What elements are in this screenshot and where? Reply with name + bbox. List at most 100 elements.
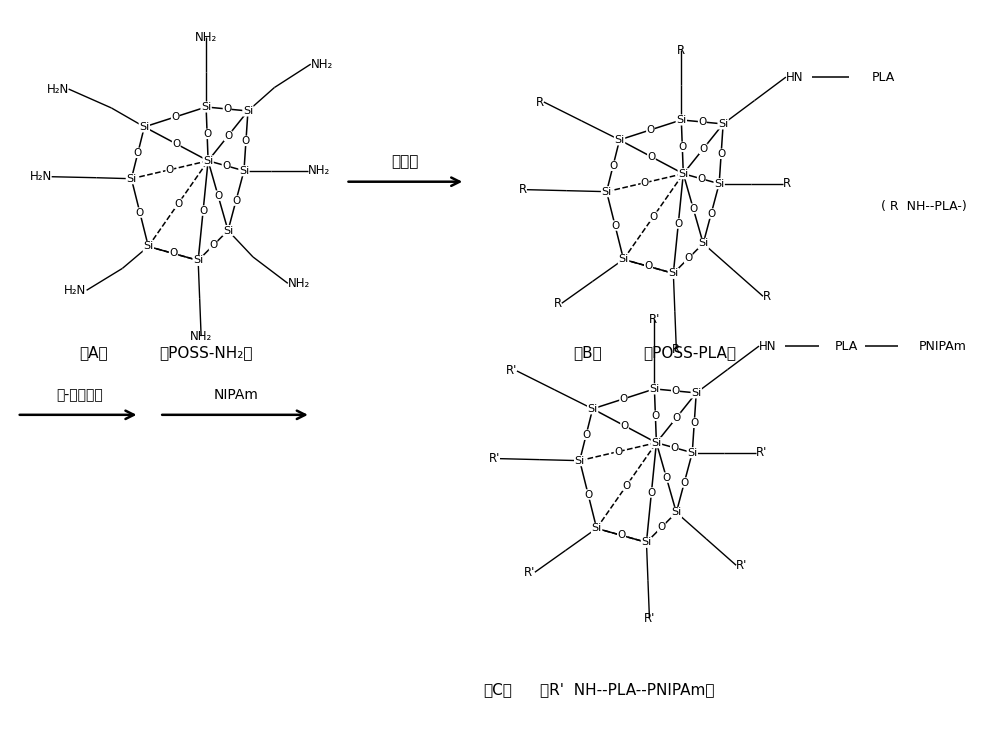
Text: O: O [647,487,656,498]
Text: O: O [169,248,177,259]
Text: O: O [699,144,707,154]
Text: O: O [171,112,179,122]
Text: Si: Si [126,174,137,184]
Text: O: O [169,248,177,259]
Text: O: O [166,165,174,174]
Text: R: R [783,177,791,190]
Text: O: O [707,209,715,218]
Text: Si: Si [668,268,678,279]
Text: R: R [554,297,562,310]
Text: O: O [172,139,180,149]
Text: O: O [644,262,653,271]
Text: Si: Si [203,156,213,166]
Text: （B）: （B） [573,345,602,361]
Text: O: O [134,148,142,158]
Text: Si: Si [698,238,708,248]
Text: Si: Si [691,388,701,398]
Text: （R'  NH--PLA--PNIPAm）: （R' NH--PLA--PNIPAm） [540,682,715,697]
Text: R: R [672,342,680,356]
Text: O: O [617,531,626,540]
Text: NH₂: NH₂ [311,58,333,70]
Text: R': R' [489,452,500,465]
Text: R': R' [756,446,767,459]
Text: H₂N: H₂N [46,83,69,95]
Text: R: R [536,95,544,108]
Text: PLA: PLA [835,339,858,353]
Text: PLA: PLA [872,70,895,84]
Text: Si: Si [614,135,625,145]
Text: O: O [222,161,230,171]
Text: O: O [136,207,144,218]
Text: HN: HN [759,339,777,353]
Text: O: O [670,443,678,453]
Text: O: O [617,531,626,540]
Text: （C）: （C） [484,682,512,697]
Text: HN: HN [786,70,803,84]
Text: R': R' [523,566,535,579]
Text: R': R' [649,313,660,325]
Text: Si: Si [641,537,652,548]
Text: R': R' [506,364,517,377]
Text: O: O [611,221,619,231]
Text: O: O [672,413,680,423]
Text: O: O [657,523,666,532]
Text: Si: Si [671,507,681,517]
Text: O: O [662,473,670,482]
Text: Si: Si [714,179,724,188]
Text: O: O [224,131,232,141]
Text: R': R' [736,559,747,572]
Text: Si: Si [193,255,203,265]
Text: Si: Si [139,122,149,132]
Text: O: O [203,129,211,139]
Text: O: O [614,446,622,457]
Text: O: O [620,421,629,431]
Text: O: O [689,204,697,213]
Text: Si: Si [243,106,253,116]
Text: 丙交酯: 丙交酯 [392,154,419,169]
Text: Si: Si [718,119,728,129]
Text: O: O [644,262,653,271]
Text: Si: Si [601,187,612,196]
Text: O: O [209,240,217,251]
Text: NH₂: NH₂ [195,31,217,44]
Text: NH₂: NH₂ [190,330,212,342]
Text: O: O [697,174,705,184]
Text: H₂N: H₂N [29,170,52,183]
Text: Si: Si [588,404,598,414]
Text: O: O [641,177,649,188]
Text: Si: Si [223,226,233,235]
Text: Si: Si [687,448,697,457]
Text: O: O [684,254,692,263]
Text: O: O [584,490,592,499]
Text: NH₂: NH₂ [308,164,330,177]
Text: Si: Si [651,438,662,448]
Text: Si: Si [143,241,153,251]
Text: Si: Si [201,102,211,112]
Text: Si: Si [592,523,602,534]
Text: H₂N: H₂N [64,284,87,297]
Text: O: O [199,205,207,216]
Text: O: O [619,394,628,404]
Text: O: O [232,196,240,206]
Text: O: O [680,478,688,487]
Text: NIPAm: NIPAm [214,388,258,402]
Text: O: O [582,430,590,440]
Text: O: O [717,149,725,159]
Text: Si: Si [575,456,585,465]
Text: PNIPAm: PNIPAm [918,339,966,353]
Text: O: O [649,212,658,221]
Text: Si: Si [676,115,686,125]
Text: O: O [646,125,655,135]
Text: R: R [519,183,527,196]
Text: O: O [174,199,182,209]
Text: O: O [609,161,617,171]
Text: O: O [214,191,222,201]
Text: O: O [223,104,231,114]
Text: （POSS-PLA）: （POSS-PLA） [643,345,736,361]
Text: R: R [763,290,771,303]
Text: O: O [647,152,656,162]
Text: ( R  NH--PLA-): ( R NH--PLA-) [881,200,966,213]
Text: R: R [677,44,685,56]
Text: O: O [242,136,250,146]
Text: Si: Si [678,169,688,179]
